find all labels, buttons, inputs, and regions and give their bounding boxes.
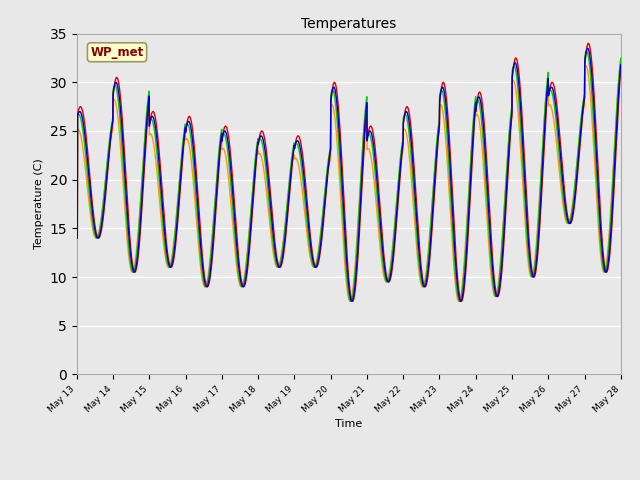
Text: WP_met: WP_met — [90, 46, 143, 59]
X-axis label: Time: Time — [335, 420, 362, 430]
Title: Temperatures: Temperatures — [301, 17, 396, 31]
Y-axis label: Temperature (C): Temperature (C) — [34, 158, 44, 250]
